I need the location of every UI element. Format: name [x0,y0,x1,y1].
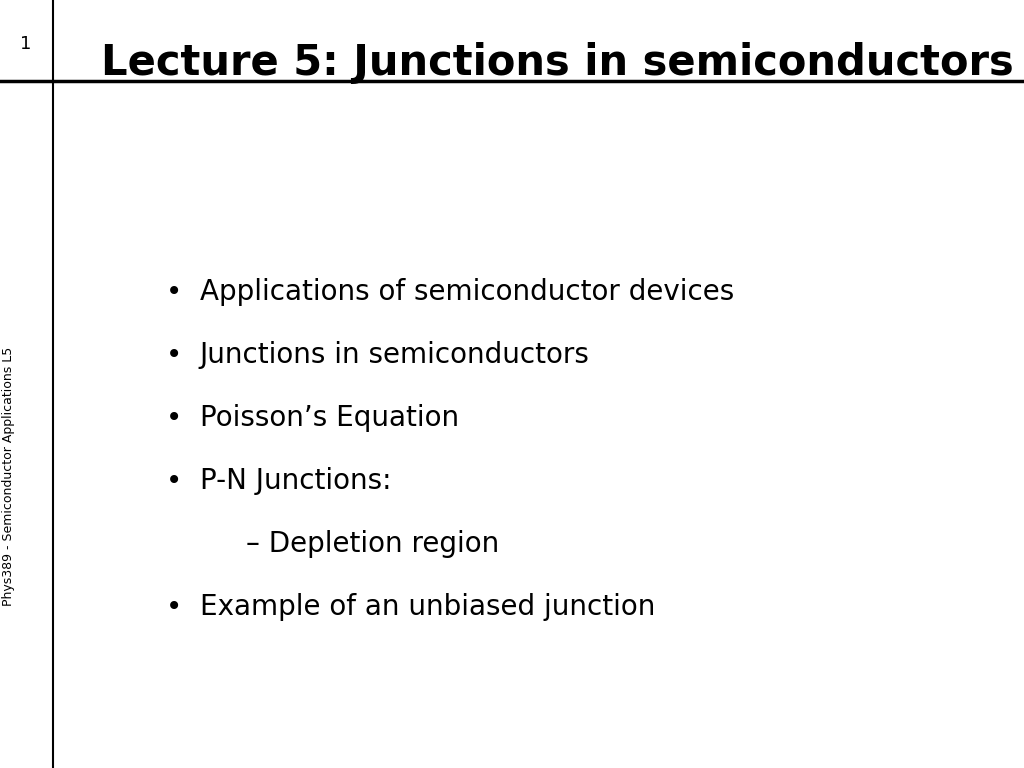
Text: •: • [166,593,182,621]
Text: Poisson’s Equation: Poisson’s Equation [200,404,459,432]
Text: – Depletion region: – Depletion region [246,530,499,558]
Text: •: • [166,341,182,369]
Text: Phys389 - Semiconductor Applications L5: Phys389 - Semiconductor Applications L5 [2,346,14,606]
Text: 1: 1 [19,35,32,52]
Text: •: • [166,467,182,495]
Text: •: • [166,278,182,306]
Text: P-N Junctions:: P-N Junctions: [200,467,391,495]
Text: Example of an unbiased junction: Example of an unbiased junction [200,593,655,621]
Text: Lecture 5: Junctions in semiconductors: Lecture 5: Junctions in semiconductors [101,42,1014,84]
Text: Applications of semiconductor devices: Applications of semiconductor devices [200,278,734,306]
Text: •: • [166,404,182,432]
Text: Junctions in semiconductors: Junctions in semiconductors [200,341,590,369]
